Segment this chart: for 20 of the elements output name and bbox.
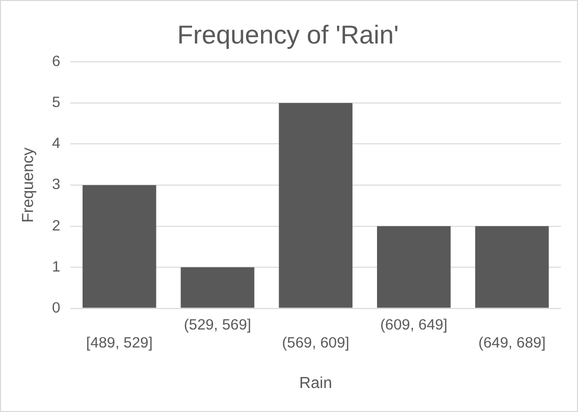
x-axis-title: Rain [299, 374, 332, 392]
x-tick-label: (609, 649] [380, 316, 448, 334]
bar [475, 226, 549, 308]
y-axis-title: Frequency [20, 147, 37, 223]
x-tick-label: (649, 689] [478, 334, 546, 352]
bar [377, 226, 451, 308]
y-tick-label: 0 [52, 299, 60, 316]
y-tick-label: 5 [52, 94, 60, 112]
y-tick-label: 4 [52, 135, 60, 152]
y-tick-label: 3 [52, 176, 60, 194]
y-tick-label: 1 [52, 258, 60, 276]
bar [180, 267, 254, 308]
bar [82, 185, 156, 308]
y-tick-label: 2 [52, 217, 60, 234]
bar [278, 102, 352, 308]
x-tick-label: [489, 529] [86, 334, 153, 352]
y-tick-label: 6 [52, 53, 60, 70]
chart-title: Frequency of 'Rain' [177, 22, 399, 50]
x-tick-label: (529, 569] [184, 316, 252, 334]
x-tick-label: (569, 609] [282, 334, 350, 352]
